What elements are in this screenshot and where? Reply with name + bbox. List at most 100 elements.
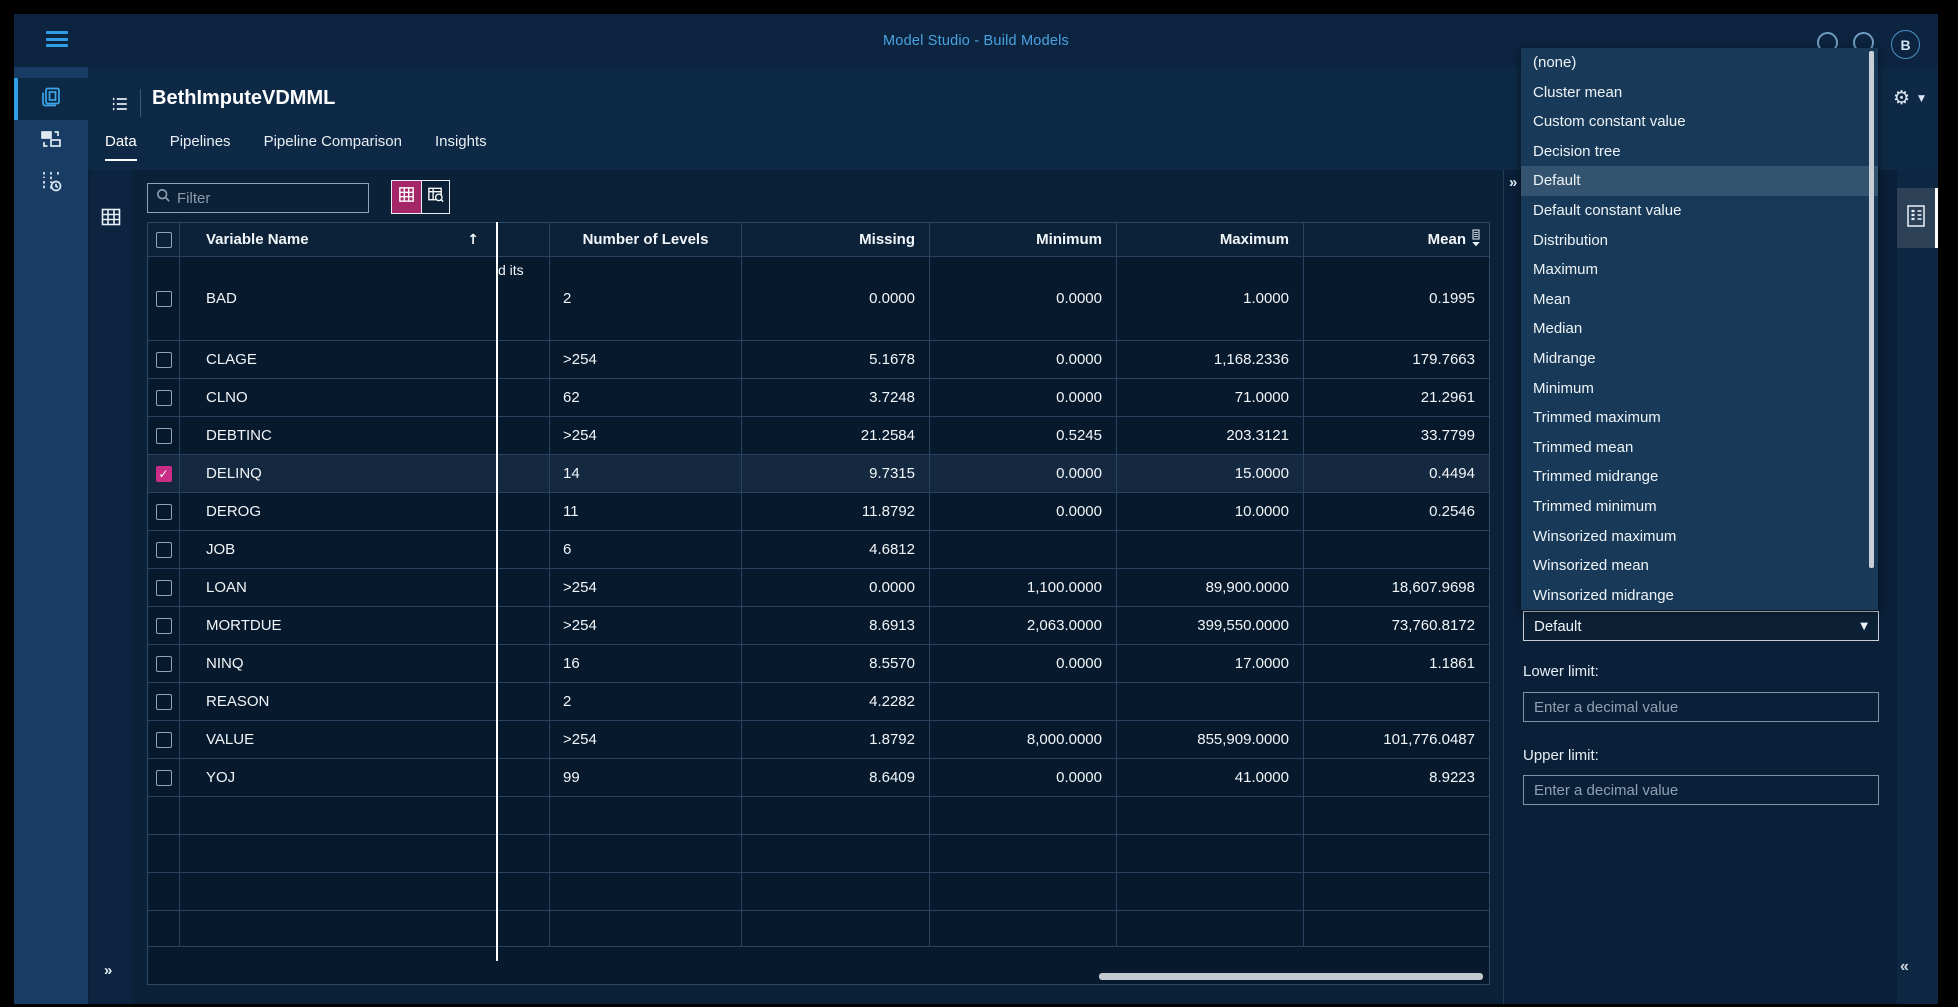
dropdown-option[interactable]: Trimmed mean — [1533, 438, 1634, 456]
checkbox-unchecked[interactable] — [155, 769, 172, 786]
tab-insights[interactable]: Insights — [434, 133, 487, 150]
column-header-variable-name[interactable]: Variable Name ↑ — [180, 223, 498, 257]
filter-input[interactable] — [177, 189, 376, 207]
dropdown-option[interactable]: Mean — [1533, 290, 1571, 308]
horizontal-scrollbar[interactable] — [1099, 973, 1483, 980]
dropdown-option[interactable]: Median — [1533, 320, 1583, 338]
combobox-value: Default — [1534, 617, 1582, 635]
dropdown-option[interactable]: Midrange — [1533, 349, 1596, 367]
table-row[interactable]: LOAN >254 0.0000 1,100.0000 89,900.0000 18,60… — [148, 569, 1489, 607]
table-search-view-button[interactable] — [420, 181, 449, 213]
checkbox-unchecked[interactable] — [155, 503, 172, 520]
cell-missing: 0.0000 — [742, 569, 930, 607]
properties-panel-button[interactable] — [1897, 188, 1935, 248]
checkbox-unchecked[interactable] — [155, 389, 172, 406]
dropdown-option[interactable]: Distribution — [1533, 231, 1609, 249]
dropdown-option[interactable]: Trimmed maximum — [1533, 409, 1661, 427]
tab-data[interactable]: Data — [105, 133, 137, 161]
checkbox-checked[interactable]: ✓ — [155, 465, 172, 482]
cell-minimum: 0.0000 — [930, 455, 1117, 493]
panel-collapse-chevron[interactable]: » — [1509, 174, 1518, 191]
table-row[interactable]: VALUE >254 1.8792 8,000.0000 855,909.0000 101… — [148, 721, 1489, 759]
lower-limit-input[interactable] — [1523, 692, 1879, 722]
strip-expand-chevron[interactable]: » — [104, 962, 113, 979]
dropdown-option[interactable]: Maximum — [1533, 261, 1599, 279]
table-row[interactable]: REASON 2 4.2282 — [148, 683, 1489, 721]
cell-missing: 8.5570 — [742, 645, 930, 683]
empty-cell — [550, 873, 742, 911]
checkbox-unchecked[interactable] — [155, 655, 172, 672]
menu-icon[interactable] — [46, 31, 68, 49]
select-all-checkbox[interactable] — [155, 231, 172, 248]
empty-cell — [148, 835, 180, 873]
cell-maximum: 855,909.0000 — [1117, 721, 1304, 759]
table-row[interactable]: DEBTINC >254 21.2584 0.5245 203.3121 33.7799 — [148, 417, 1489, 455]
sidebar-item-projects[interactable] — [14, 78, 88, 120]
checkbox-unchecked[interactable] — [155, 541, 172, 558]
gear-caret-icon[interactable]: ▼ — [1918, 94, 1925, 104]
dropdown-option[interactable]: Trimmed midrange — [1533, 468, 1659, 486]
dropdown-option[interactable]: Cluster mean — [1533, 83, 1623, 101]
column-resize-line[interactable] — [496, 222, 498, 961]
cell-clipped-label — [498, 379, 550, 417]
panel-collapse-left-chevron[interactable]: « — [1900, 958, 1909, 975]
column-header-minimum[interactable]: Minimum — [930, 223, 1117, 257]
cell-missing: 5.1678 — [742, 341, 930, 379]
table-row[interactable]: BAD d its 2 0.0000 0.0000 1.0000 0.1995 — [148, 257, 1489, 341]
sidebar-item-exchange[interactable] — [14, 120, 88, 162]
column-header-mean[interactable]: Mean — [1304, 223, 1489, 257]
table-row[interactable]: YOJ 99 8.6409 0.0000 41.0000 8.9223 — [148, 759, 1489, 797]
column-header-levels[interactable]: Number of Levels — [550, 223, 742, 257]
checkbox-unchecked[interactable] — [155, 427, 172, 444]
sidebar-item-history[interactable] — [14, 162, 88, 204]
table-view-icon[interactable] — [99, 205, 123, 229]
checkbox-unchecked[interactable] — [155, 579, 172, 596]
dropdown-option[interactable]: Custom constant value — [1533, 113, 1686, 131]
empty-cell — [498, 911, 550, 947]
table-row[interactable]: DEROG 11 11.8792 0.0000 10.0000 0.2546 — [148, 493, 1489, 531]
cell-maximum: 10.0000 — [1117, 493, 1304, 531]
checkbox-unchecked[interactable] — [155, 617, 172, 634]
dropdown-option[interactable]: Winsorized maximum — [1533, 527, 1677, 545]
upper-limit-input[interactable] — [1523, 775, 1879, 805]
column-header-missing[interactable]: Missing — [742, 223, 930, 257]
dropdown-option[interactable]: Minimum — [1533, 379, 1594, 397]
table-row[interactable]: NINQ 16 8.5570 0.0000 17.0000 1.1861 — [148, 645, 1489, 683]
checkbox-unchecked[interactable] — [155, 351, 172, 368]
dropdown-option[interactable]: Winsorized midrange — [1533, 586, 1674, 604]
checkbox-unchecked[interactable] — [155, 731, 172, 748]
dropdown-option[interactable]: Winsorized mean — [1533, 557, 1649, 575]
table-header-row: Variable Name ↑ Number of Levels Missing… — [148, 223, 1489, 257]
table-row[interactable]: CLNO 62 3.7248 0.0000 71.0000 21.2961 — [148, 379, 1489, 417]
project-list-icon[interactable] — [110, 94, 130, 114]
tab-pipelines[interactable]: Pipelines — [169, 133, 231, 150]
tab-pipeline-comparison[interactable]: Pipeline Comparison — [263, 133, 402, 150]
cell-mean — [1304, 683, 1489, 721]
column-header-maximum[interactable]: Maximum — [1117, 223, 1304, 257]
cell-maximum — [1117, 531, 1304, 569]
cell-missing: 8.6913 — [742, 607, 930, 645]
dropdown-scrollbar[interactable] — [1869, 51, 1874, 568]
table-row[interactable]: JOB 6 4.6812 — [148, 531, 1489, 569]
method-combobox[interactable]: Default ▼ — [1523, 611, 1879, 641]
dropdown-option[interactable]: Default — [1521, 166, 1878, 196]
sort-ascending-icon[interactable]: ↑ — [467, 231, 479, 248]
variables-table: Variable Name ↑ Number of Levels Missing… — [147, 222, 1490, 985]
table-row[interactable]: ✓ DELINQ 14 9.7315 0.0000 15.0000 0.4494 — [148, 455, 1489, 493]
table-row[interactable]: MORTDUE >254 8.6913 2,063.0000 399,550.0000 7… — [148, 607, 1489, 645]
avatar[interactable]: B — [1891, 30, 1920, 59]
grid-view-button[interactable] — [392, 181, 421, 213]
gear-icon[interactable]: ⚙ — [1893, 87, 1911, 109]
empty-cell — [1304, 873, 1489, 911]
table-row[interactable]: CLAGE >254 5.1678 0.0000 1,168.2336 179.7663 — [148, 341, 1489, 379]
cell-missing: 0.0000 — [742, 257, 930, 341]
cell-mean: 21.2961 — [1304, 379, 1489, 417]
checkbox-unchecked[interactable] — [155, 693, 172, 710]
checkbox-unchecked[interactable] — [155, 290, 172, 307]
dropdown-option[interactable]: Default constant value — [1533, 201, 1682, 219]
column-grip-icon[interactable] — [1471, 229, 1481, 251]
dropdown-option[interactable]: Decision tree — [1533, 142, 1621, 160]
cell-variable-name: LOAN — [180, 569, 498, 607]
dropdown-option[interactable]: (none) — [1533, 54, 1577, 71]
dropdown-option[interactable]: Trimmed minimum — [1533, 497, 1657, 515]
